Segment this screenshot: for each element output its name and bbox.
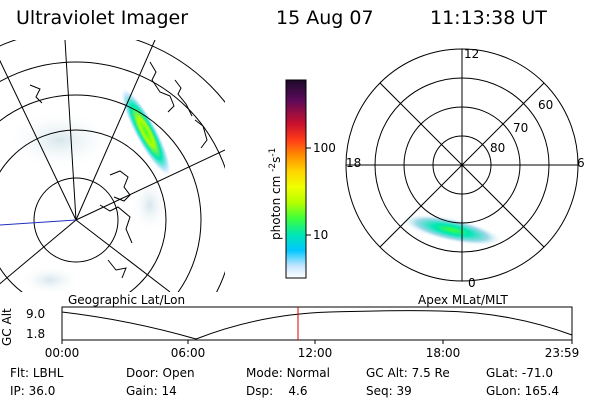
time-tick-label: 00:00 [44, 346, 80, 360]
coastline [194, 119, 208, 149]
meridian-line [64, 40, 77, 221]
coastline [29, 84, 43, 104]
mlat-label: 80 [490, 141, 506, 155]
status-door: Door: Open [126, 366, 195, 380]
instrument-title: Ultraviolet Imager [16, 7, 189, 29]
status-gain: Gain: 14 [126, 384, 177, 398]
aurora-emission [401, 214, 503, 246]
mlt-line [379, 82, 545, 248]
colorbar-tick-label: 10 [313, 228, 329, 242]
mlt-label-dusk: 18 [346, 156, 362, 170]
status-gc-alt: GC Alt: 7.5 Re [366, 366, 450, 380]
time-label: 11:13:38 UT [430, 7, 547, 29]
coastline [149, 61, 175, 113]
mlt-label-dawn: 6 [577, 156, 585, 170]
meridian-line [75, 149, 225, 221]
colorbar-tick-label: 100 [313, 141, 336, 155]
noon-meridian-line [0, 219, 77, 226]
mlat-label: 70 [513, 121, 529, 135]
status-mode: Mode: Normal [246, 366, 330, 380]
altitude-curve [61, 310, 573, 340]
coastline [109, 170, 131, 202]
meridian-line [0, 59, 77, 221]
altitude-ylabel: GC Alt [0, 308, 14, 346]
faint-emission [5, 110, 115, 170]
geo-panel-label: Geographic Lat/Lon [68, 293, 186, 307]
aurora-emission [120, 87, 172, 177]
time-tick-label: 06:00 [170, 346, 206, 360]
status-glat: GLat: -71.0 [486, 366, 553, 380]
faint-emission [132, 177, 168, 233]
time-tick-label: 23:59 [544, 346, 580, 360]
time-tick-label: 18:00 [425, 346, 461, 360]
altitude-ytick: 9.0 [26, 307, 46, 321]
meridian-line [0, 219, 77, 285]
status-seq: Seq: 39 [366, 384, 412, 398]
latitude-circle [0, 61, 225, 292]
coastline [107, 259, 127, 279]
faint-emission [20, 265, 80, 292]
status-flt: Flt: LBHL [10, 366, 64, 380]
status-ip: IP: 36.0 [10, 384, 56, 398]
status-glon: GLon: 165.4 [486, 384, 559, 398]
status-dsp: Dsp: 4.6 [246, 384, 308, 398]
coastline [174, 79, 193, 117]
meridian-line [75, 219, 171, 292]
latitude-circle [0, 94, 202, 292]
colorbar-scale [285, 79, 307, 279]
altitude-plot-frame [61, 306, 573, 341]
time-tick-label: 12:00 [297, 346, 333, 360]
mag-panel-label: Apex MLat/MLT [418, 293, 508, 307]
mlat-label: 60 [538, 98, 554, 112]
mlt-label-noon: 12 [464, 47, 480, 61]
mlt-label-midnight: 0 [468, 276, 476, 290]
latitude-circle [33, 177, 119, 263]
meridian-line [75, 40, 156, 221]
date-label: 15 Aug 07 [276, 7, 374, 29]
coastline [99, 204, 133, 244]
altitude-ytick: 1.8 [26, 327, 46, 341]
latitude-circle [0, 129, 167, 292]
